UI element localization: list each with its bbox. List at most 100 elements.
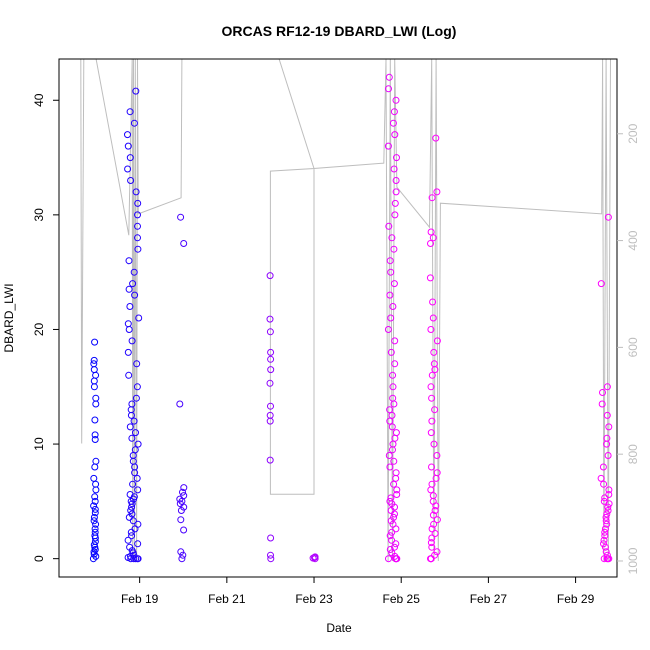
data-point (390, 280, 398, 288)
data-point (428, 525, 436, 533)
data-point (267, 348, 275, 356)
data-point (90, 517, 98, 525)
data-point (600, 540, 607, 548)
data-point (391, 360, 399, 368)
data-point (90, 502, 98, 510)
data-point (386, 497, 394, 505)
data-point (128, 434, 136, 442)
data-point (129, 480, 137, 488)
data-point (428, 463, 435, 471)
data-point (389, 520, 397, 528)
right-tick-label: 1000 (626, 547, 640, 574)
data-point (604, 507, 612, 514)
point-cluster (89, 338, 100, 563)
x-tick-label: Feb 29 (557, 592, 595, 606)
data-point (90, 377, 98, 385)
data-point (433, 452, 441, 459)
data-point (134, 211, 141, 219)
data-point (427, 240, 434, 247)
data-point (125, 326, 133, 333)
data-point (429, 492, 437, 500)
data-point (390, 480, 398, 488)
data-point (127, 411, 135, 419)
data-point (90, 366, 98, 374)
data-point (385, 73, 393, 81)
data-point (180, 484, 188, 492)
data-point (124, 536, 132, 544)
data-point (384, 142, 392, 150)
data-point (311, 554, 318, 561)
data-point (426, 274, 434, 282)
data-point (177, 213, 185, 221)
data-point (428, 371, 436, 379)
data-point (390, 457, 398, 465)
x-tick-label: Feb 21 (208, 592, 246, 606)
data-point (134, 222, 141, 230)
point-cluster (309, 553, 319, 563)
data-point (427, 383, 435, 391)
data-point (385, 85, 392, 93)
point-cluster (384, 73, 401, 563)
data-point (386, 406, 394, 414)
data-point (266, 456, 274, 464)
data-point (433, 337, 441, 345)
data-point (126, 303, 134, 310)
data-point (133, 474, 141, 482)
data-point (601, 532, 609, 540)
data-point (392, 188, 400, 196)
data-point (126, 491, 134, 498)
data-point (599, 389, 606, 396)
data-point (126, 154, 134, 162)
data-point (91, 528, 99, 536)
data-point (91, 416, 99, 424)
data-point (176, 400, 184, 408)
data-point (600, 480, 608, 488)
y-tick-label: 0 (32, 555, 46, 562)
data-point (430, 520, 438, 528)
data-point (266, 328, 274, 336)
x-tick-label: Feb 23 (295, 592, 333, 606)
data-point (130, 417, 138, 425)
data-point (180, 492, 188, 500)
data-point (391, 131, 399, 139)
data-point (91, 463, 99, 471)
data-point (603, 520, 611, 528)
data-point (388, 549, 396, 557)
data-point (433, 516, 441, 524)
data-point (604, 452, 612, 459)
data-point (128, 510, 136, 518)
point-cluster (124, 87, 143, 563)
data-point (129, 280, 137, 288)
data-point (89, 555, 97, 563)
data-point (427, 326, 435, 333)
data-point (386, 463, 394, 471)
data-point (431, 507, 439, 514)
point-cluster (597, 213, 613, 563)
data-point (92, 486, 100, 494)
y-tick-label: 30 (32, 208, 46, 222)
data-point (601, 494, 609, 502)
data-point (128, 400, 136, 408)
data-point (132, 429, 139, 437)
data-point (92, 480, 100, 488)
data-point (267, 534, 275, 542)
data-point (386, 291, 394, 299)
data-point (134, 199, 142, 207)
data-point (91, 338, 99, 346)
data-point (91, 509, 99, 517)
data-point (392, 469, 400, 477)
data-point (599, 463, 607, 471)
data-point (130, 119, 138, 127)
data-point (91, 493, 99, 501)
data-point (131, 446, 139, 454)
data-point (134, 234, 141, 242)
data-point (92, 394, 100, 402)
data-point (391, 543, 398, 551)
data-point (125, 285, 133, 293)
data-point (311, 553, 319, 561)
data-point (429, 234, 437, 242)
data-point (433, 548, 441, 556)
data-point (126, 108, 134, 116)
data-point (179, 488, 186, 496)
